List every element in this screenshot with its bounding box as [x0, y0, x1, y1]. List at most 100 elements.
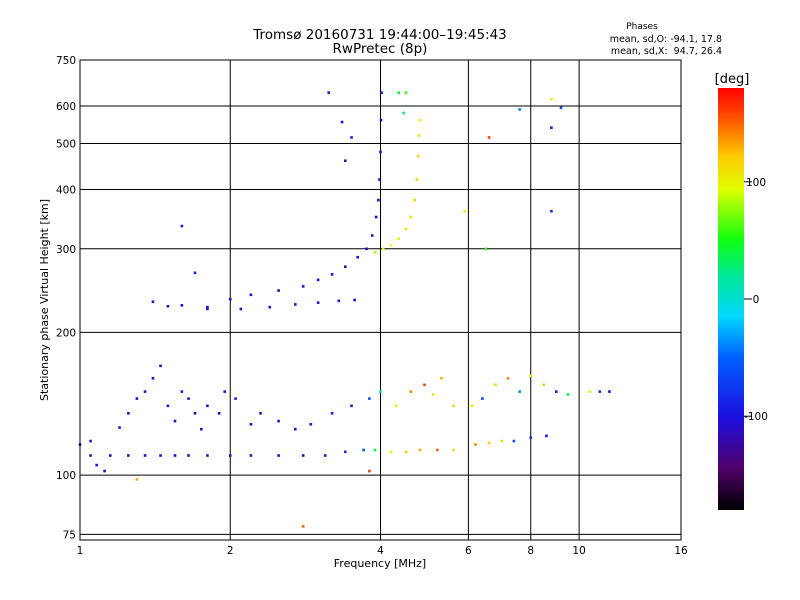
y-tick-label: 300 — [56, 244, 76, 256]
data-point — [506, 377, 510, 380]
data-point — [380, 91, 383, 94]
data-point — [545, 434, 548, 438]
data-point — [409, 215, 413, 219]
data-point — [463, 209, 467, 213]
data-point — [95, 463, 98, 467]
colorbar-tick-label: -100 — [744, 411, 768, 423]
data-point — [529, 436, 533, 439]
data-point — [417, 134, 421, 137]
data-point — [294, 303, 297, 306]
data-point — [206, 404, 209, 408]
y-tick-label: 400 — [56, 185, 76, 197]
chart-title: Tromsø 20160731 19:44:00–19:45:43 — [252, 27, 507, 43]
x-tick-label: 8 — [527, 545, 534, 557]
data-point — [135, 478, 139, 481]
colorbar — [718, 88, 744, 510]
data-point — [484, 247, 488, 251]
data-point — [588, 390, 591, 393]
data-point — [173, 419, 177, 423]
data-point — [127, 454, 130, 457]
data-point — [373, 448, 377, 452]
data-point — [277, 419, 280, 423]
data-point — [416, 154, 420, 158]
data-point — [89, 454, 92, 457]
data-point — [423, 383, 426, 387]
x-tick-label: 1 — [77, 545, 84, 557]
data-point — [559, 106, 563, 110]
x-tick-label: 16 — [674, 545, 688, 557]
data-point — [180, 390, 184, 393]
y-axis: 75 100 200 300 400 500 600 750 — [56, 55, 76, 541]
data-point — [409, 390, 413, 393]
plot-frame — [79, 59, 682, 541]
data-point — [173, 454, 177, 457]
data-point — [249, 422, 253, 426]
data-point — [180, 304, 184, 307]
y-axis-label: Stationary phase Virtual Height [km] — [38, 199, 51, 401]
data-point — [529, 374, 533, 378]
data-point — [500, 439, 504, 443]
data-point — [330, 412, 334, 415]
data-point — [431, 393, 435, 396]
data-point — [337, 299, 341, 303]
data-point — [415, 178, 419, 181]
data-point — [249, 454, 253, 457]
data-point — [370, 234, 374, 237]
data-point — [239, 307, 243, 311]
data-point — [343, 159, 347, 163]
data-point — [180, 224, 184, 228]
data-point — [436, 448, 439, 452]
data-point — [566, 393, 570, 396]
phase-stats-x: mean, sd,X: 94.7, 26.4 — [611, 46, 722, 57]
data-point — [374, 215, 378, 219]
y-tick-label: 600 — [56, 101, 76, 113]
data-point — [397, 237, 400, 241]
data-point — [440, 377, 443, 380]
phase-stats-o: mean, sd,O: -94.1, 17.8 — [610, 34, 722, 45]
data-point — [118, 426, 121, 429]
x-tick-label: 4 — [377, 545, 384, 557]
data-point — [143, 454, 147, 457]
y-tick-label: 750 — [56, 55, 76, 67]
data-point — [598, 390, 602, 393]
y-tick-label: 200 — [56, 327, 76, 339]
data-point — [470, 404, 474, 408]
data-point — [340, 120, 344, 124]
data-point — [418, 118, 422, 122]
colorbar-tick-label: 100 — [746, 177, 766, 189]
data-point — [277, 454, 280, 457]
data-point — [481, 397, 484, 400]
data-point — [494, 383, 497, 387]
data-point — [327, 91, 331, 94]
x-tick-label: 10 — [572, 545, 585, 557]
x-tick-label: 6 — [465, 545, 472, 557]
data-point — [474, 443, 477, 446]
data-point — [151, 300, 155, 304]
phase-stats-title: Phases — [626, 22, 658, 32]
data-point — [187, 454, 190, 457]
data-point — [316, 301, 320, 304]
data-point — [159, 454, 162, 457]
data-point — [228, 297, 232, 301]
data-point — [206, 307, 209, 311]
colorbar-ticks: 100 0 -100 — [744, 177, 768, 423]
data-point — [277, 289, 280, 292]
data-point — [301, 285, 305, 288]
data-point — [487, 136, 491, 139]
data-point — [259, 412, 262, 415]
data-point — [89, 439, 92, 443]
data-point — [193, 271, 197, 275]
data-point — [518, 108, 521, 111]
data-point — [343, 450, 347, 454]
data-point — [249, 293, 253, 297]
data-point — [394, 404, 398, 408]
data-point — [166, 304, 170, 308]
data-point — [365, 247, 368, 251]
data-point — [127, 412, 130, 415]
data-point — [413, 198, 416, 202]
data-point — [159, 364, 162, 368]
data-point — [228, 454, 232, 457]
data-point — [550, 126, 553, 129]
colorbar-label: [deg] — [715, 72, 750, 87]
